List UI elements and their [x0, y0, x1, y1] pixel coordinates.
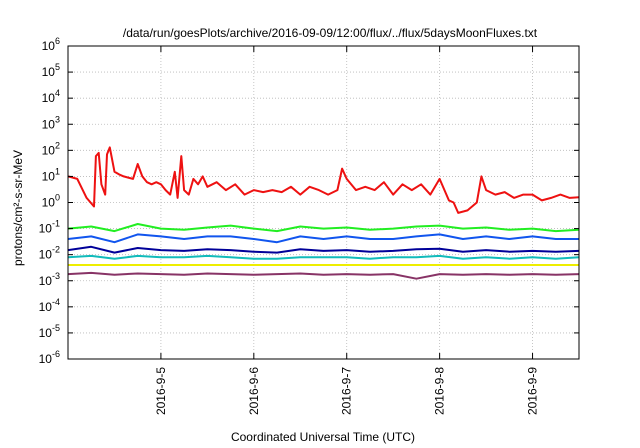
chart-title: /data/run/goesPlots/archive/2016-09-09/1…: [123, 26, 538, 40]
x-tick-label: 2016-9-9: [526, 367, 540, 415]
y-tick-label: 10-3: [39, 271, 60, 288]
y-tick-label: 105: [42, 62, 60, 79]
x-axis: 2016-9-5 2016-9-6 2016-9-7 2016-9-8 2016-9-9: [154, 46, 540, 415]
y-tick-label: 106: [42, 36, 60, 53]
x-tick-label: 2016-9-8: [433, 367, 447, 415]
x-axis-label: Coordinated Universal Time (UTC): [231, 430, 415, 444]
y-tick-label: 10-5: [39, 323, 60, 340]
series-group: [68, 146, 579, 280]
y-tick-label: 10-6: [39, 349, 60, 366]
y-tick-label: 100: [42, 193, 60, 210]
series-line-1: [68, 146, 579, 214]
x-tick-label: 2016-9-5: [154, 367, 168, 415]
y-tick-label: 103: [42, 114, 60, 131]
y-axis-label: protons/cm²-s-sr-MeV: [11, 150, 25, 266]
y-axis: 106 105 104 103 102 101 100 10-1 10-2 10-3 10-4 10-…: [39, 36, 579, 366]
series-line-3: [68, 233, 579, 244]
x-tick-label: 2016-9-6: [247, 367, 261, 415]
series-line-5: [68, 254, 579, 260]
grid: [68, 46, 579, 359]
y-tick-label: 104: [42, 88, 60, 105]
y-tick-label: 10-4: [39, 297, 60, 314]
series-line-2: [68, 223, 579, 233]
series-line-7: [68, 271, 579, 280]
y-tick-label: 102: [42, 140, 60, 157]
y-tick-label: 10-2: [39, 245, 60, 262]
y-tick-label: 101: [42, 166, 60, 183]
series-line-4: [68, 245, 579, 254]
x-tick-label: 2016-9-7: [340, 367, 354, 415]
y-tick-label: 10-1: [39, 219, 60, 236]
